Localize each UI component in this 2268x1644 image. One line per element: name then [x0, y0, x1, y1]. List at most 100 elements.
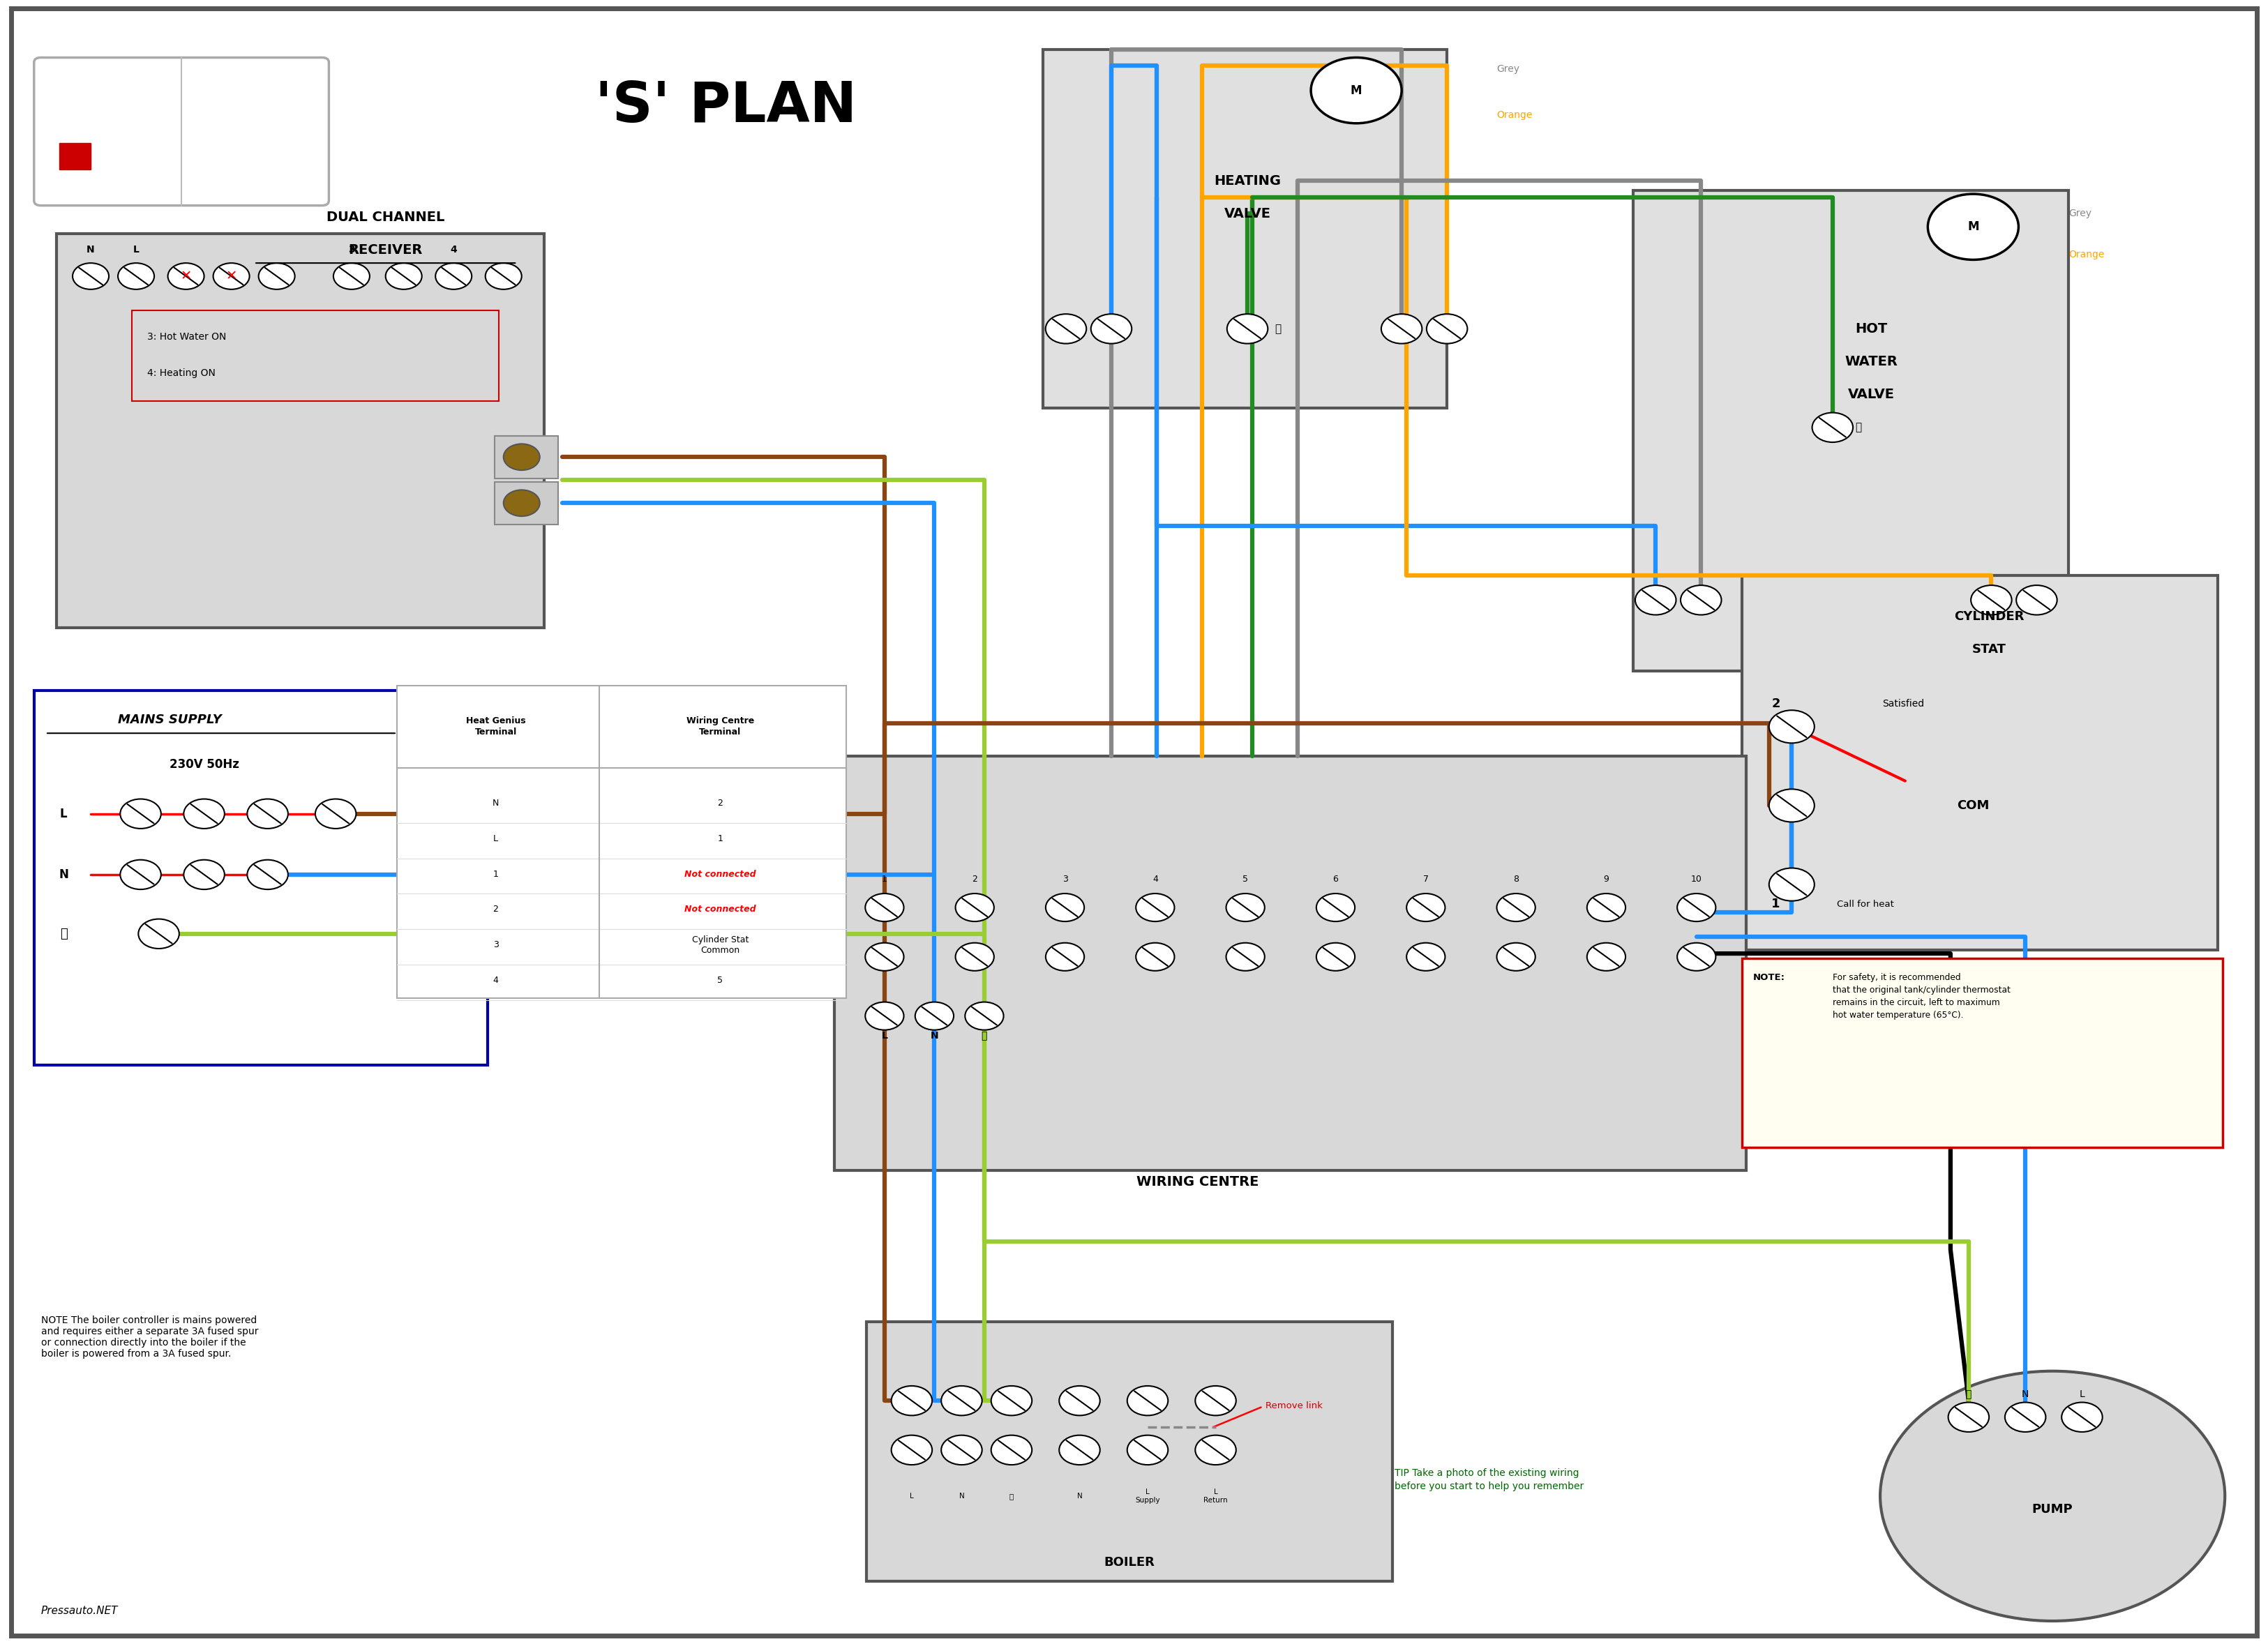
Text: Wiring Centre
Terminal: Wiring Centre Terminal: [687, 717, 755, 737]
Circle shape: [1678, 894, 1717, 921]
Circle shape: [1635, 585, 1676, 615]
Circle shape: [1769, 868, 1814, 901]
Text: For safety, it is recommended
that the original tank/cylinder thermostat
remains: For safety, it is recommended that the o…: [1833, 973, 2009, 1019]
Circle shape: [184, 860, 225, 889]
Circle shape: [386, 263, 422, 289]
Circle shape: [866, 944, 903, 970]
Text: 1: 1: [492, 870, 499, 878]
Text: 10: 10: [1692, 875, 1701, 884]
Text: Cylinder Stat
Common: Cylinder Stat Common: [692, 935, 748, 955]
Text: ⏚: ⏚: [1009, 1493, 1014, 1499]
Text: 2: 2: [1771, 697, 1780, 710]
Circle shape: [2062, 1402, 2102, 1432]
Text: ⏚: ⏚: [1855, 423, 1862, 432]
Text: TIP Take a photo of the existing wiring
before you start to help you remember: TIP Take a photo of the existing wiring …: [1395, 1468, 1583, 1491]
Circle shape: [2005, 1402, 2046, 1432]
Text: Orange: Orange: [2068, 250, 2105, 260]
Text: WIRING CENTRE: WIRING CENTRE: [1136, 1175, 1259, 1189]
Circle shape: [1880, 1371, 2225, 1621]
Circle shape: [941, 1386, 982, 1415]
Circle shape: [1406, 944, 1445, 970]
Text: 1: 1: [717, 834, 723, 843]
Text: 1: 1: [1771, 898, 1780, 911]
Circle shape: [333, 263, 370, 289]
Circle shape: [1588, 944, 1626, 970]
Text: 7: 7: [1422, 875, 1429, 884]
Text: BOILER: BOILER: [1105, 1555, 1154, 1568]
Circle shape: [891, 1386, 932, 1415]
Text: 4: Heating ON: 4: Heating ON: [147, 368, 215, 378]
Circle shape: [955, 944, 993, 970]
Text: N: N: [492, 799, 499, 807]
Text: L: L: [492, 834, 499, 843]
Circle shape: [120, 799, 161, 829]
Bar: [1742, 575, 2218, 950]
Circle shape: [1127, 1386, 1168, 1415]
Circle shape: [1311, 58, 1402, 123]
Circle shape: [1315, 894, 1354, 921]
Circle shape: [866, 894, 903, 921]
Circle shape: [1227, 894, 1266, 921]
Text: ⏚: ⏚: [982, 1031, 987, 1041]
Circle shape: [1315, 944, 1354, 970]
Text: Satisfied: Satisfied: [1882, 699, 1923, 709]
Text: MAINS SUPPLY: MAINS SUPPLY: [118, 713, 222, 727]
Circle shape: [1427, 314, 1467, 344]
Circle shape: [991, 1386, 1032, 1415]
Text: Grey: Grey: [1497, 64, 1520, 74]
Text: HOT: HOT: [1855, 322, 1887, 335]
Bar: [1043, 49, 1447, 408]
Text: 2: 2: [717, 799, 723, 807]
Text: DUAL CHANNEL: DUAL CHANNEL: [327, 210, 445, 224]
Text: VALVE: VALVE: [1848, 388, 1894, 401]
Text: N: N: [1077, 1493, 1082, 1499]
Circle shape: [2016, 585, 2057, 615]
Circle shape: [315, 799, 356, 829]
Text: Pressauto.NET: Pressauto.NET: [41, 1606, 118, 1616]
Circle shape: [1497, 894, 1535, 921]
Circle shape: [1046, 944, 1084, 970]
Bar: [57, 233, 544, 628]
Text: 9: 9: [1603, 875, 1608, 884]
Text: 1: 1: [882, 875, 887, 884]
Text: Heat Genius
Terminal: Heat Genius Terminal: [465, 717, 526, 737]
Text: 2: 2: [973, 875, 978, 884]
Circle shape: [1136, 894, 1175, 921]
Text: 3: 3: [1061, 875, 1068, 884]
Text: NOTE The boiler controller is mains powered
and requires either a separate 3A fu: NOTE The boiler controller is mains powe…: [41, 1315, 259, 1360]
Circle shape: [120, 860, 161, 889]
Circle shape: [1812, 413, 1853, 442]
Text: 6: 6: [1334, 875, 1338, 884]
Text: 8: 8: [1513, 875, 1520, 884]
Text: Orange: Orange: [1497, 110, 1533, 120]
Circle shape: [1678, 944, 1717, 970]
Bar: [397, 686, 846, 998]
Circle shape: [247, 860, 288, 889]
Text: M: M: [1349, 84, 1363, 97]
Circle shape: [184, 799, 225, 829]
Circle shape: [435, 263, 472, 289]
Circle shape: [1971, 585, 2012, 615]
Circle shape: [966, 1001, 1002, 1029]
Text: L: L: [2080, 1389, 2084, 1399]
Text: L: L: [59, 807, 68, 820]
Text: ✕: ✕: [225, 270, 238, 283]
Circle shape: [1769, 710, 1814, 743]
Text: RECEIVER: RECEIVER: [349, 243, 422, 256]
Text: 3: Hot Water ON: 3: Hot Water ON: [147, 332, 227, 342]
Circle shape: [1059, 1435, 1100, 1465]
Circle shape: [1195, 1386, 1236, 1415]
Circle shape: [1091, 314, 1132, 344]
Bar: [494, 482, 558, 524]
Text: L: L: [882, 1031, 887, 1041]
Text: Not connected: Not connected: [685, 870, 755, 878]
Text: ⏚: ⏚: [1966, 1389, 1971, 1399]
Circle shape: [1497, 944, 1535, 970]
Circle shape: [991, 1435, 1032, 1465]
Circle shape: [213, 263, 249, 289]
Circle shape: [503, 490, 540, 516]
Text: L: L: [909, 1493, 914, 1499]
Bar: [34, 690, 488, 1065]
Text: N: N: [86, 245, 95, 255]
Circle shape: [1406, 894, 1445, 921]
